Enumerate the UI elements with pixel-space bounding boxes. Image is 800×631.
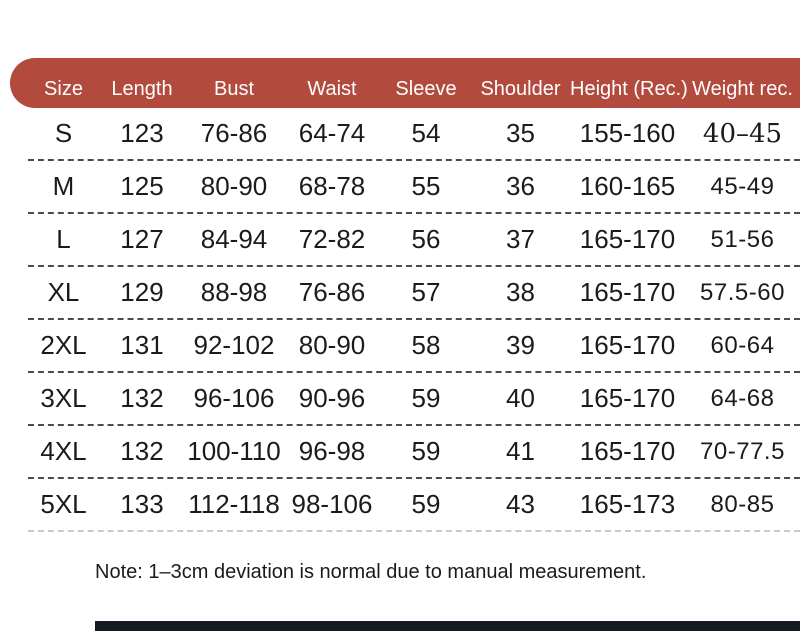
cell-waist: 72-82 bbox=[298, 224, 366, 254]
cell-length: 129 bbox=[120, 277, 164, 307]
measurement-note: Note: 1–3cm deviation is normal due to m… bbox=[95, 561, 647, 583]
cell-waist: 64-74 bbox=[298, 118, 366, 148]
table-row: 5XL 133 112-118 98-106 59 43 165-173 80-85 bbox=[28, 479, 800, 532]
cell-height: 165-173 bbox=[579, 489, 676, 519]
cell-size: L bbox=[56, 224, 71, 254]
column-header-weight: Weight rec. bbox=[692, 78, 793, 100]
cell-length: 123 bbox=[120, 118, 164, 148]
cell-weight: 70-77.5 bbox=[700, 437, 785, 465]
cell-bust: 88-98 bbox=[200, 277, 268, 307]
cell-waist: 98-106 bbox=[291, 489, 373, 519]
cell-sleeve: 57 bbox=[411, 277, 441, 307]
cell-height: 165-170 bbox=[579, 330, 676, 360]
cell-bust: 92-102 bbox=[193, 330, 275, 360]
cell-sleeve: 59 bbox=[411, 436, 441, 466]
cell-length: 132 bbox=[120, 436, 164, 466]
table-row: XL 129 88-98 76-86 57 38 165-170 57.5-60 bbox=[28, 267, 800, 320]
table-row: L 127 84-94 72-82 56 37 165-170 51-56 bbox=[28, 214, 800, 267]
cell-shoulder: 40 bbox=[506, 383, 535, 413]
cell-bust: 112-118 bbox=[188, 489, 280, 519]
cell-bust: 76-86 bbox=[200, 118, 268, 148]
cell-weight: 60-64 bbox=[710, 331, 775, 359]
cell-length: 132 bbox=[120, 383, 164, 413]
table-row: 2XL 131 92-102 80-90 58 39 165-170 60-64 bbox=[28, 320, 800, 373]
cell-size: 4XL bbox=[40, 436, 87, 466]
column-header-bust: Bust bbox=[213, 78, 255, 100]
cell-bust: 96-106 bbox=[193, 383, 275, 413]
cell-weight: 80-85 bbox=[710, 490, 775, 518]
cell-shoulder: 41 bbox=[506, 436, 535, 466]
bottom-bar bbox=[95, 621, 800, 631]
cell-bust: 100-110 bbox=[187, 436, 281, 466]
cell-waist: 80-90 bbox=[298, 330, 366, 360]
cell-waist: 90-96 bbox=[298, 383, 366, 413]
cell-sleeve: 58 bbox=[411, 330, 441, 360]
cell-waist: 76-86 bbox=[298, 277, 366, 307]
table-row: 3XL 132 96-106 90-96 59 40 165-170 64-68 bbox=[28, 373, 800, 426]
cell-size: M bbox=[52, 171, 75, 201]
cell-length: 133 bbox=[120, 489, 164, 519]
column-header-height: Height (Rec.) bbox=[570, 78, 688, 100]
cell-sleeve: 54 bbox=[411, 118, 441, 148]
cell-sleeve: 56 bbox=[411, 224, 441, 254]
cell-height: 165-170 bbox=[579, 383, 676, 413]
table-row: S 123 76-86 64-74 54 35 155-160 40–45 bbox=[28, 108, 800, 161]
cell-sleeve: 59 bbox=[411, 383, 441, 413]
cell-sleeve: 59 bbox=[411, 489, 441, 519]
cell-weight: 64-68 bbox=[710, 384, 775, 412]
cell-size: 3XL bbox=[40, 383, 87, 413]
cell-length: 127 bbox=[120, 224, 164, 254]
cell-length: 125 bbox=[120, 171, 164, 201]
cell-shoulder: 36 bbox=[506, 171, 535, 201]
cell-weight: 40–45 bbox=[702, 118, 783, 149]
table-body: S 123 76-86 64-74 54 35 155-160 40–45 M 125 80-90 6… bbox=[28, 108, 800, 532]
cell-length: 131 bbox=[120, 330, 164, 360]
cell-weight: 57.5-60 bbox=[700, 278, 785, 306]
cell-waist: 68-78 bbox=[298, 171, 366, 201]
cell-shoulder: 38 bbox=[506, 277, 535, 307]
cell-bust: 80-90 bbox=[200, 171, 268, 201]
cell-size: XL bbox=[47, 277, 80, 307]
column-header-waist: Waist bbox=[307, 78, 357, 100]
cell-shoulder: 37 bbox=[506, 224, 535, 254]
cell-size: S bbox=[54, 118, 73, 148]
column-header-size: Size bbox=[44, 78, 83, 100]
cell-size: 5XL bbox=[40, 489, 87, 519]
cell-size: 2XL bbox=[40, 330, 87, 360]
cell-height: 155-160 bbox=[579, 118, 676, 148]
cell-sleeve: 55 bbox=[411, 171, 441, 201]
table-row: M 125 80-90 68-78 55 36 160-165 45-49 bbox=[28, 161, 800, 214]
column-header-length: Length bbox=[111, 78, 173, 100]
table-header-bar: Size Length Bust Waist Sleeve Shoulder Height … bbox=[10, 58, 800, 108]
header-row: Size Length Bust Waist Sleeve Shoulder Height … bbox=[28, 78, 800, 101]
column-header-sleeve: Sleeve bbox=[395, 78, 457, 100]
cell-waist: 96-98 bbox=[298, 436, 366, 466]
cell-height: 165-170 bbox=[579, 277, 676, 307]
cell-shoulder: 35 bbox=[506, 118, 535, 148]
cell-weight: 45-49 bbox=[710, 172, 775, 200]
cell-weight: 51-56 bbox=[710, 225, 775, 253]
cell-shoulder: 39 bbox=[506, 330, 535, 360]
cell-height: 165-170 bbox=[579, 224, 676, 254]
cell-height: 165-170 bbox=[579, 436, 676, 466]
column-header-shoulder: Shoulder bbox=[480, 78, 561, 100]
cell-bust: 84-94 bbox=[200, 224, 268, 254]
cell-height: 160-165 bbox=[579, 171, 676, 201]
table-row: 4XL 132 100-110 96-98 59 41 165-170 70-77.5 bbox=[28, 426, 800, 479]
cell-shoulder: 43 bbox=[506, 489, 535, 519]
